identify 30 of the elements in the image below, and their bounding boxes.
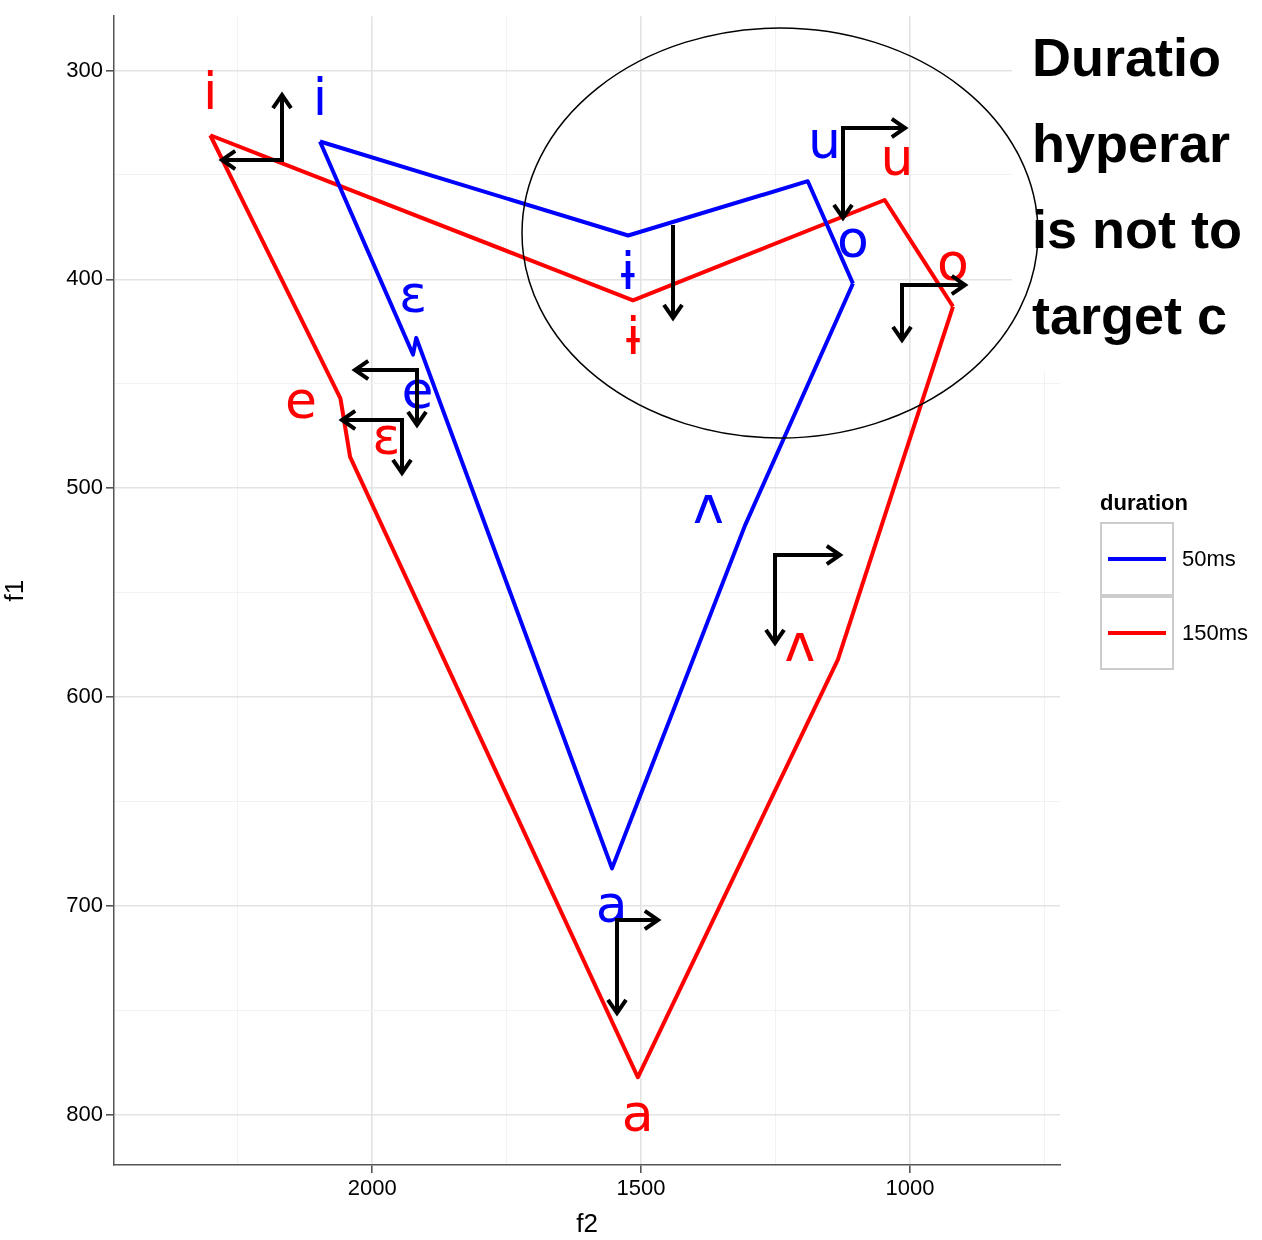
y-tick-label: 700: [66, 892, 103, 918]
y-tick-label: 300: [66, 56, 103, 82]
y-tick-label: 800: [66, 1100, 103, 1126]
y-axis-title: f1: [0, 579, 29, 602]
data-label: i: [203, 60, 218, 121]
data-label: u: [880, 127, 914, 188]
data-label: i: [312, 67, 328, 128]
annotation: target c: [1032, 284, 1229, 347]
x-tick-label: 1500: [616, 1175, 666, 1201]
legend-title: duration: [1100, 490, 1189, 516]
x-tick-label: 2000: [347, 1175, 397, 1201]
annotation: hyperar: [1032, 112, 1232, 175]
x-axis-title: f2: [576, 1207, 598, 1238]
data-label: a: [621, 1082, 654, 1143]
y-tick-label: 400: [66, 265, 103, 291]
y-tick-label: 600: [66, 683, 103, 709]
legend-label: 150ms: [1182, 620, 1249, 646]
data-label: u: [807, 110, 841, 171]
data-label: o: [837, 209, 869, 270]
data-label: ɨ: [620, 241, 636, 302]
y-tick-label: 500: [66, 474, 103, 500]
legend-label: 50ms: [1182, 546, 1236, 572]
data-label: ɛ: [398, 263, 428, 324]
data-label: ɛ: [372, 405, 401, 466]
data-label: ʌ: [692, 475, 724, 536]
data-label: e: [284, 370, 317, 431]
annotation: Duratio: [1032, 26, 1222, 89]
data-label: ʌ: [784, 612, 816, 673]
x-tick-label: 1000: [885, 1175, 935, 1201]
data-label: ɨ: [625, 305, 641, 366]
